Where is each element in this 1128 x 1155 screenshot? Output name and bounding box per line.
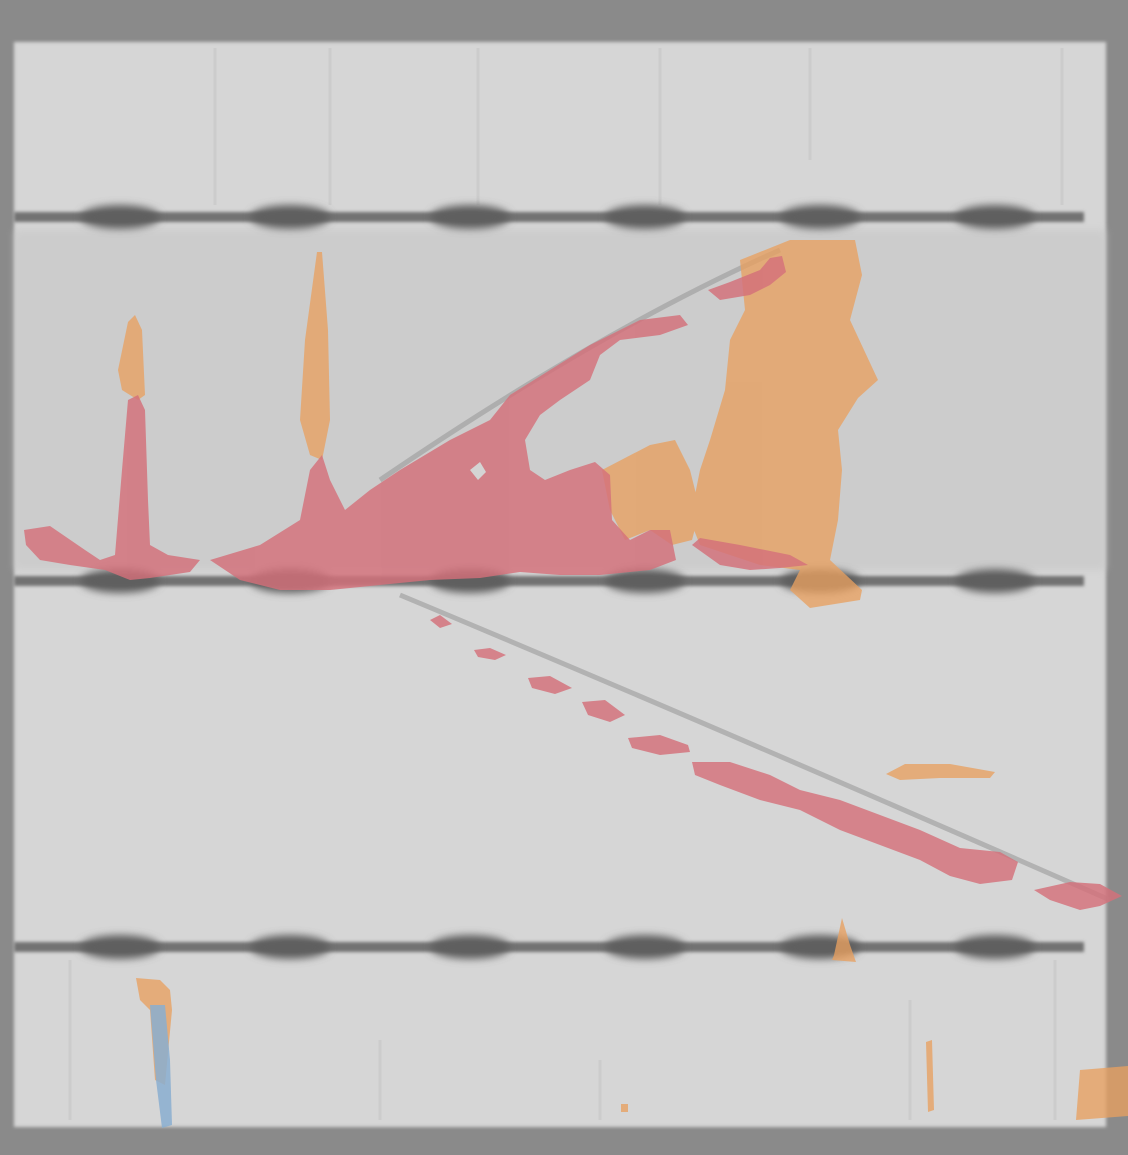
finger-lines <box>68 48 1064 1120</box>
busbars <box>14 212 1084 952</box>
dark-region-overlay <box>118 240 1128 1120</box>
crack-line-faint <box>399 592 1112 903</box>
crack-overlay <box>24 256 1122 910</box>
blue-overlay <box>150 1005 172 1128</box>
